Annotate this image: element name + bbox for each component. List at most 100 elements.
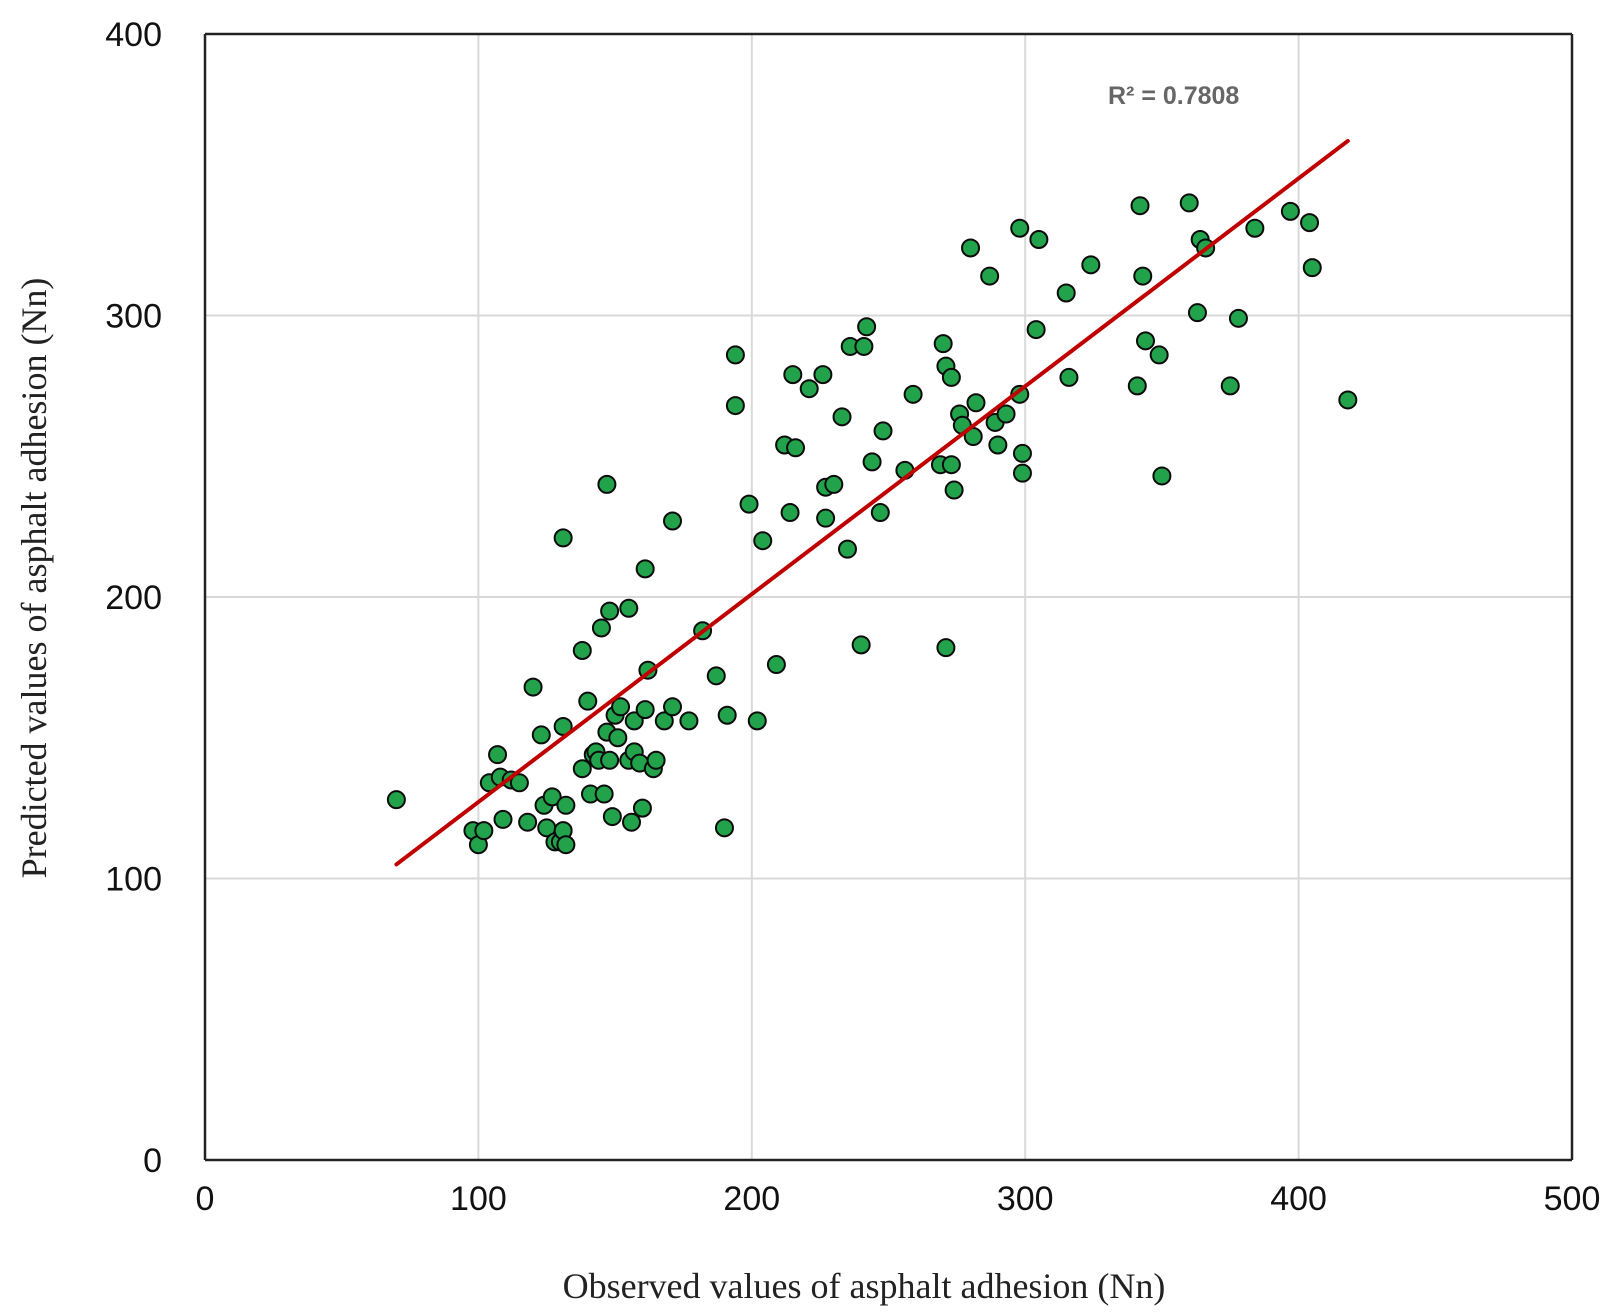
data-point xyxy=(936,638,956,658)
data-point xyxy=(1059,367,1079,387)
data-point xyxy=(799,379,819,399)
y-tick-label: 300 xyxy=(105,298,162,336)
data-point xyxy=(624,711,644,731)
data-point xyxy=(1149,345,1169,365)
data-point xyxy=(542,787,562,807)
data-point xyxy=(941,455,961,475)
data-point xyxy=(556,795,576,815)
data-point xyxy=(488,745,508,765)
data-point xyxy=(493,809,513,829)
data-point xyxy=(578,691,598,711)
data-point xyxy=(996,404,1016,424)
data-points xyxy=(386,193,1358,855)
data-point xyxy=(725,396,745,416)
data-point xyxy=(824,474,844,494)
data-point xyxy=(857,317,877,337)
data-point xyxy=(941,367,961,387)
x-axis-title: Observed values of asphalt adhesion (Nn) xyxy=(563,1266,1166,1306)
data-point xyxy=(854,336,874,356)
data-point xyxy=(1300,213,1320,233)
data-point xyxy=(622,812,642,832)
data-point xyxy=(602,807,622,827)
x-tick-label: 100 xyxy=(450,1180,507,1218)
data-point xyxy=(706,666,726,686)
y-tick-labels: 0 100 200 300 400 xyxy=(105,16,162,1180)
data-point xyxy=(1010,218,1030,238)
r-squared-annotation: R² = 0.7808 xyxy=(1108,82,1239,110)
data-point xyxy=(600,750,620,770)
data-point xyxy=(597,474,617,494)
data-point xyxy=(646,750,666,770)
data-point xyxy=(553,716,573,736)
data-point xyxy=(766,655,786,675)
data-point xyxy=(717,705,737,725)
data-point xyxy=(1012,443,1032,463)
data-point xyxy=(572,640,592,660)
data-point xyxy=(654,711,674,731)
data-point xyxy=(386,790,406,810)
data-point xyxy=(611,697,631,717)
data-point xyxy=(1302,258,1322,278)
data-point xyxy=(591,618,611,638)
data-point xyxy=(509,773,529,793)
data-point xyxy=(632,798,652,818)
data-point xyxy=(1280,201,1300,221)
x-tick-label: 200 xyxy=(723,1180,780,1218)
y-tick-label: 100 xyxy=(105,861,162,899)
data-point xyxy=(594,784,614,804)
data-point xyxy=(780,503,800,523)
y-tick-label: 200 xyxy=(105,579,162,617)
data-point xyxy=(851,635,871,655)
data-point xyxy=(1152,466,1172,486)
data-point xyxy=(600,601,620,621)
data-point xyxy=(1338,390,1358,410)
data-point xyxy=(1127,376,1147,396)
x-tick-label: 500 xyxy=(1544,1180,1601,1218)
data-point xyxy=(961,238,981,258)
data-point xyxy=(663,697,683,717)
data-point xyxy=(556,835,576,855)
data-point xyxy=(523,677,543,697)
data-point xyxy=(1187,303,1207,323)
data-point xyxy=(1130,196,1150,216)
data-point xyxy=(619,598,639,618)
data-point xyxy=(739,494,759,514)
data-point xyxy=(608,728,628,748)
data-point xyxy=(1179,193,1199,213)
data-point xyxy=(980,266,1000,286)
data-point xyxy=(966,393,986,413)
data-point xyxy=(988,435,1008,455)
data-point xyxy=(714,818,734,838)
data-point xyxy=(933,334,953,354)
data-point xyxy=(816,508,836,528)
data-point xyxy=(1245,218,1265,238)
data-point xyxy=(518,812,538,832)
data-point xyxy=(531,725,551,745)
trendline xyxy=(394,138,1350,867)
data-point xyxy=(786,438,806,458)
y-tick-label: 400 xyxy=(105,16,162,54)
y-axis-title: Predicted values of asphalt adhesion (Nn… xyxy=(14,278,54,879)
data-point xyxy=(832,407,852,427)
data-point xyxy=(679,711,699,731)
data-point xyxy=(944,480,964,500)
data-point xyxy=(753,531,773,551)
data-point xyxy=(873,421,893,441)
data-point xyxy=(783,365,803,385)
x-tick-label: 300 xyxy=(997,1180,1054,1218)
x-tick-label: 400 xyxy=(1270,1180,1327,1218)
data-point xyxy=(1056,283,1076,303)
data-point xyxy=(1228,308,1248,328)
data-point xyxy=(1029,229,1049,249)
data-point xyxy=(663,511,683,531)
data-point xyxy=(1133,266,1153,286)
data-point xyxy=(572,759,592,779)
x-tick-labels: 0 100 200 300 400 500 xyxy=(196,1180,1601,1218)
data-point xyxy=(1220,376,1240,396)
data-point xyxy=(903,384,923,404)
x-tick-label: 0 xyxy=(196,1180,215,1218)
data-point xyxy=(1010,384,1030,404)
data-point xyxy=(553,528,573,548)
